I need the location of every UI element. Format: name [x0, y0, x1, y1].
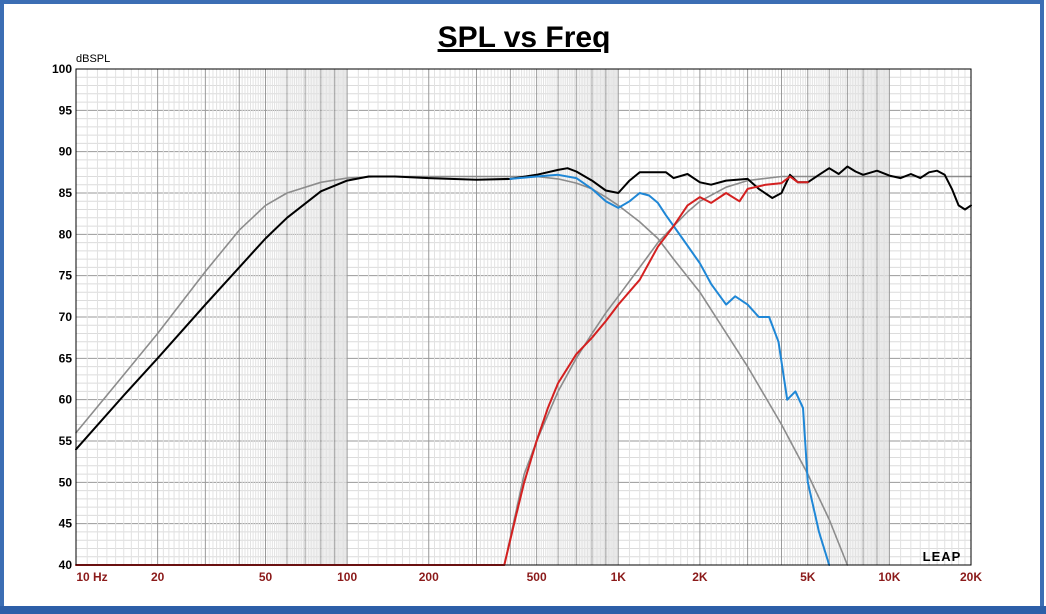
series-line-2	[503, 175, 972, 566]
y-tick-label: 45	[59, 517, 73, 531]
series-line-3	[75, 165, 972, 451]
y-axis-label: dBSPL	[76, 53, 110, 65]
x-tick-label: 100	[337, 570, 357, 584]
y-tick-label: 100	[52, 62, 72, 76]
x-tick-label: 50	[259, 570, 273, 584]
x-tick-label: 1K	[611, 570, 627, 584]
x-tick-label: 500	[527, 570, 547, 584]
y-tick-label: 75	[59, 269, 73, 283]
x-tick-label: 20	[151, 570, 165, 584]
bottom-bar	[0, 606, 1046, 614]
grid-lines	[75, 68, 972, 566]
x-tick-label: 2K	[692, 570, 708, 584]
y-tick-label: 55	[59, 434, 73, 448]
y-tick-label: 70	[59, 310, 73, 324]
y-tick-label: 90	[59, 145, 73, 159]
x-tick-labels: 10 Hz 20 50 100 200 500 1K 2K 5K 10K 20K	[76, 570, 982, 584]
y-tick-label: 95	[59, 103, 73, 117]
leap-watermark: LEAP	[923, 549, 962, 564]
series-line-4	[509, 173, 831, 566]
y-tick-label: 65	[59, 351, 73, 365]
x-tick-label: 200	[419, 570, 439, 584]
y-tick-label: 80	[59, 227, 73, 241]
x-tick-label: 10K	[878, 570, 900, 584]
x-tick-label: 20K	[960, 570, 982, 584]
series-line-1	[75, 175, 849, 566]
x-tick-label: 10 Hz	[76, 570, 107, 584]
x-tick-label: 5K	[800, 570, 816, 584]
y-tick-label: 50	[59, 475, 73, 489]
series-line-5	[75, 175, 809, 566]
plot-border	[75, 68, 972, 566]
series-lines	[75, 165, 972, 566]
y-tick-label: 40	[59, 558, 73, 572]
y-tick-label: 85	[59, 186, 73, 200]
y-tick-labels: 100 95 90 85 80 75 70 65 60 55 50 45 40	[52, 62, 72, 572]
y-tick-label: 60	[59, 393, 73, 407]
chart-title: SPL vs Freq	[438, 21, 611, 54]
